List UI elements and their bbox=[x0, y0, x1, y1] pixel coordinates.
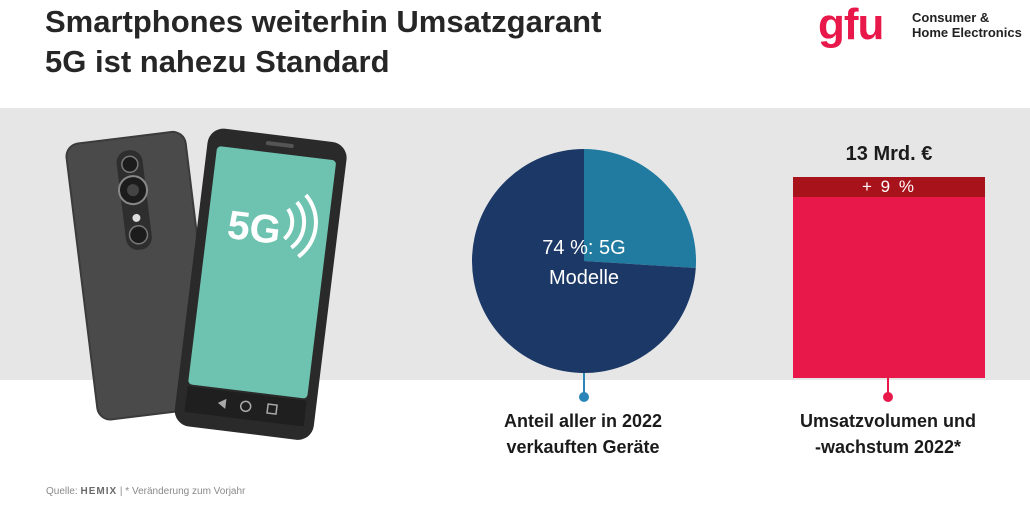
pie-connector-line bbox=[583, 373, 585, 397]
pie-caption-line-2: verkauften Geräte bbox=[506, 437, 660, 457]
bar-growth-segment: + 9 % bbox=[793, 177, 985, 197]
bar-caption-line-2: -wachstum 2022* bbox=[814, 437, 962, 457]
pie-slice-label-line-2: Modelle bbox=[548, 267, 620, 289]
title-line-1: Smartphones weiterhin Umsatzgarant bbox=[45, 4, 602, 39]
pie-connector-dot bbox=[579, 392, 589, 402]
pie-slice-other bbox=[584, 149, 696, 269]
pie-chart bbox=[472, 149, 696, 373]
gfu-logo-words: Consumer & Home Electronics bbox=[912, 10, 1022, 40]
gfu-logo-line-2: Home Electronics bbox=[912, 25, 1022, 40]
gfu-logo-mark: gfu bbox=[818, 0, 884, 49]
bar-connector-line bbox=[887, 378, 889, 396]
title-line-2: 5G ist nahezu Standard bbox=[45, 44, 390, 79]
phone-screen-5g-text: 5G bbox=[225, 203, 283, 253]
bar-value-label: 13 Mrd. € bbox=[845, 143, 933, 165]
pie-slice-label-line-1: 74 %: 5G bbox=[542, 237, 626, 259]
page-title: Smartphones weiterhin Umsatzgarant 5G is… bbox=[45, 2, 601, 82]
phone-front: 5G bbox=[174, 128, 347, 440]
pie-caption-line-1: Anteil aller in 2022 bbox=[503, 411, 663, 431]
pie-caption: Anteil aller in 2022 verkauften Geräte bbox=[453, 408, 713, 460]
gfu-logo-line-1: Consumer & bbox=[912, 10, 990, 25]
bar-base-segment bbox=[793, 197, 985, 378]
phone-back bbox=[65, 130, 218, 421]
source-note: Quelle: HEMIX | * Veränderung zum Vorjah… bbox=[46, 486, 245, 497]
smartphone-illustration: 5G bbox=[65, 118, 370, 448]
source-prefix: Quelle: bbox=[46, 486, 78, 497]
pie-slice-label: 74 %: 5G Modelle bbox=[472, 233, 696, 293]
gfu-logo: gfu Consumer & Home Electronics bbox=[818, 0, 1023, 50]
source-brand: HEMIX bbox=[80, 486, 118, 497]
bar-caption-line-1: Umsatzvolumen und bbox=[799, 411, 977, 431]
source-footnote: | * Veränderung zum Vorjahr bbox=[119, 486, 246, 497]
smartphone-svg: 5G bbox=[65, 128, 347, 440]
bar-caption: Umsatzvolumen und -wachstum 2022* bbox=[758, 408, 1018, 460]
bar-connector-dot bbox=[883, 392, 893, 402]
pie-slice-5g bbox=[472, 149, 696, 373]
